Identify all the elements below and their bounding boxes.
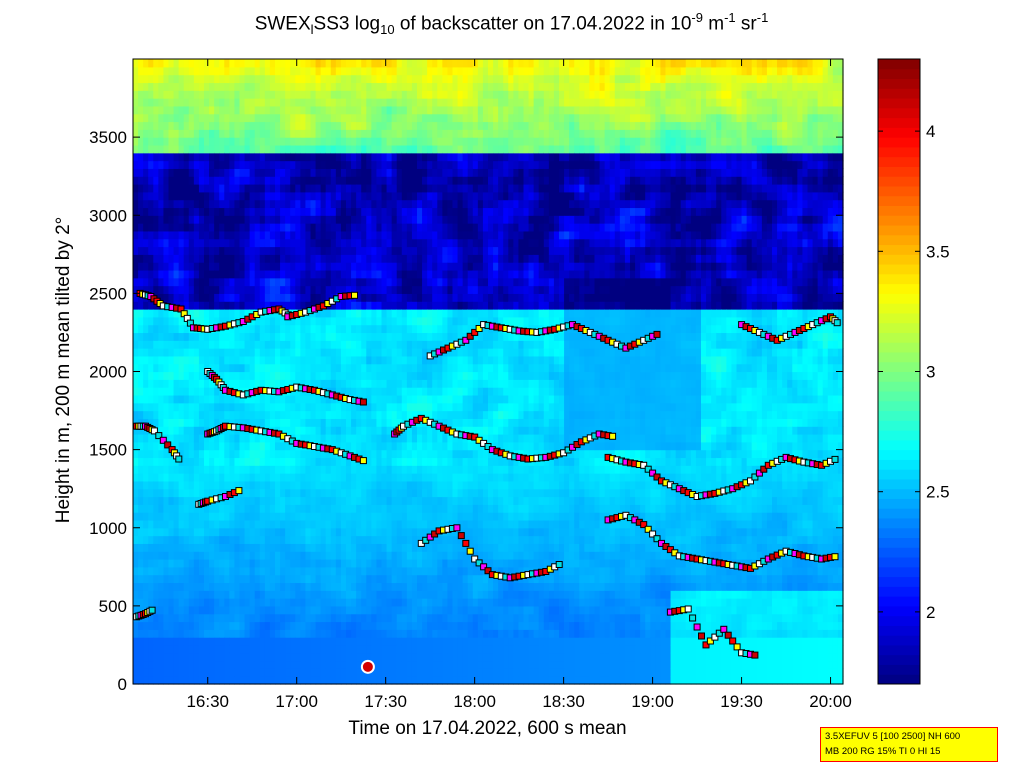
layer-marker	[480, 563, 488, 571]
layer-marker	[457, 532, 465, 540]
y-tick-label: 2500	[89, 284, 127, 303]
colorbar-tick-label: 2.5	[926, 483, 950, 502]
layer-marker	[475, 559, 483, 567]
layer-marker	[733, 643, 741, 651]
layer-marker	[175, 455, 183, 463]
layer-marker	[148, 606, 156, 614]
settings-info-box: 3.5XEFUV 5 [100 2500] NH 600 MB 200 RG 1…	[820, 727, 998, 762]
y-tick-label: 1500	[89, 441, 127, 460]
colorbar-tick-label: 4	[926, 122, 935, 141]
layer-marker	[689, 614, 697, 622]
reference-marker	[360, 659, 375, 674]
layer-marker	[644, 525, 652, 533]
heatmap-field	[133, 59, 844, 685]
x-tick-label: 20:00	[809, 692, 852, 711]
colorbar-tick-label: 3.5	[926, 242, 950, 261]
colorbar-tick-label: 3	[926, 363, 935, 382]
layer-marker	[698, 632, 705, 640]
layer-marker	[831, 553, 839, 561]
x-tick-label: 18:00	[453, 692, 496, 711]
layer-marker	[235, 487, 243, 495]
x-tick-label: 17:00	[275, 692, 318, 711]
layer-marker	[484, 567, 492, 575]
layer-marker	[150, 427, 158, 435]
layer-marker	[751, 651, 759, 659]
x-tick-label: 16:30	[186, 692, 229, 711]
layer-marker	[351, 291, 358, 299]
layer-marker	[609, 432, 617, 440]
y-tick-label: 3500	[89, 128, 127, 147]
y-axis-label: Height in m, 200 m mean tilted by 2°	[53, 216, 74, 524]
layer-marker	[833, 319, 841, 327]
layer-marker	[720, 625, 728, 633]
layer-marker	[159, 436, 167, 444]
layer-marker	[466, 547, 474, 555]
layer-marker	[751, 473, 759, 481]
layer-marker	[729, 637, 737, 645]
x-axis-label: Time on 17.04.2022, 600 s mean	[348, 718, 627, 739]
layer-marker	[724, 631, 732, 639]
y-tick-label: 1000	[89, 519, 127, 538]
layer-marker	[755, 469, 763, 477]
colorbar-tick-label: 2	[926, 603, 935, 622]
chart-title: SWEXlSS3 log10 of backscatter on 17.04.2…	[254, 10, 769, 38]
layer-marker	[760, 465, 768, 473]
layer-marker	[653, 535, 661, 543]
layer-marker	[653, 330, 661, 338]
settings-line-2: MB 200 RG 15% TI 0 HI 15	[825, 746, 941, 757]
layer-marker	[711, 633, 719, 641]
y-tick-label: 500	[99, 597, 127, 616]
layer-marker	[644, 465, 652, 473]
layer-marker	[359, 457, 367, 465]
layer-marker	[462, 336, 470, 344]
colorbar	[877, 58, 921, 685]
layer-marker	[831, 455, 839, 463]
layer-marker	[475, 325, 483, 332]
layer-marker	[640, 461, 648, 469]
layer-marker	[649, 469, 657, 477]
layer-marker	[466, 332, 474, 340]
layer-marker	[706, 637, 714, 645]
layer-marker	[164, 441, 172, 449]
x-tick-label: 19:30	[720, 692, 763, 711]
x-tick-label: 18:30	[542, 692, 585, 711]
layer-marker	[715, 629, 723, 637]
layer-marker	[453, 524, 461, 532]
layer-marker	[693, 623, 701, 631]
layer-marker	[155, 432, 163, 440]
x-tick-label: 19:00	[631, 692, 674, 711]
layer-marker	[653, 473, 661, 481]
layer-marker	[471, 328, 479, 336]
layer-marker	[471, 555, 479, 563]
layer-marker	[462, 539, 470, 547]
layer-marker	[747, 477, 754, 485]
y-tick-label: 0	[118, 675, 127, 694]
layer-marker	[684, 605, 692, 613]
layer-marker	[359, 398, 367, 406]
y-tick-label: 3000	[89, 206, 127, 225]
y-tick-label: 2000	[89, 363, 127, 382]
layer-marker	[649, 530, 657, 538]
layer-marker	[555, 561, 563, 568]
layer-markers	[133, 289, 841, 659]
layer-marker	[702, 641, 710, 649]
settings-line-1: 3.5XEFUV 5 [100 2500] NH 600	[825, 731, 961, 742]
x-tick-label: 17:30	[364, 692, 407, 711]
layer-marker	[640, 521, 648, 529]
